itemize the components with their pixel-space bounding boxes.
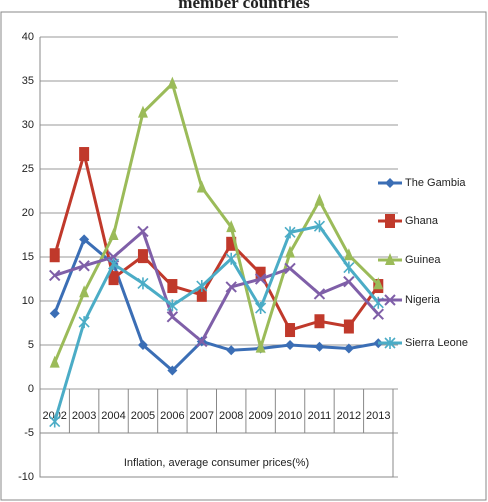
data-point	[343, 275, 355, 288]
legend-marker	[384, 337, 396, 349]
data-point	[79, 285, 90, 298]
data-point	[137, 277, 149, 290]
data-point	[225, 281, 237, 293]
data-point	[255, 266, 266, 281]
x-axis-label: Inflation, average consumer prices(%)	[124, 457, 309, 469]
data-point	[226, 345, 237, 356]
y-tick-label: 10	[22, 295, 34, 307]
y-tick-label: 30	[22, 119, 34, 131]
y-tick-label: 35	[22, 75, 34, 87]
legend-entry: Sierra Leone	[378, 337, 468, 349]
data-point	[255, 302, 267, 315]
legend-entry: Guinea	[378, 253, 441, 266]
y-tick-label: -5	[24, 427, 34, 439]
data-point	[314, 341, 325, 352]
data-point	[78, 260, 90, 272]
data-point	[285, 323, 296, 338]
data-point	[343, 319, 354, 334]
chart-frame	[0, 11, 487, 501]
data-point	[285, 245, 296, 258]
data-point	[196, 287, 207, 302]
data-point	[49, 415, 61, 428]
data-point	[49, 308, 60, 319]
x-label-box	[39, 432, 394, 478]
data-point	[285, 340, 296, 350]
data-point	[166, 299, 178, 312]
data-point	[79, 234, 90, 245]
y-tick-label: 5	[28, 339, 34, 351]
x-tick-label: 2010	[278, 410, 302, 422]
y-tick-label: 40	[22, 31, 34, 43]
data-point	[284, 262, 296, 275]
legend-marker	[385, 253, 395, 265]
series-line	[54, 228, 380, 344]
x-tick-label: 2012	[337, 410, 361, 422]
data-point	[78, 316, 90, 329]
x-tick-label: 2007	[190, 410, 214, 422]
data-point	[313, 288, 326, 300]
legend-marker	[384, 294, 396, 306]
x-tick-label: 2013	[366, 410, 390, 422]
data-point	[167, 279, 178, 294]
legend-label: Nigeria	[405, 294, 441, 306]
y-tick-label: 0	[28, 383, 34, 395]
data-point	[137, 105, 148, 118]
data-point	[137, 249, 148, 264]
data-point	[167, 76, 178, 89]
chart-title: member countries	[178, 0, 310, 12]
legend-marker	[385, 214, 395, 228]
data-point	[79, 147, 90, 162]
data-point	[314, 314, 325, 329]
data-point	[196, 280, 208, 293]
series-line	[53, 224, 380, 422]
data-point	[255, 340, 266, 353]
data-point	[226, 236, 237, 251]
data-point	[49, 248, 60, 263]
data-point	[373, 277, 384, 290]
legend-label: Sierra Leone	[405, 337, 468, 349]
x-tick-label: 2004	[101, 410, 125, 422]
y-tick-label: 15	[22, 251, 34, 263]
data-point	[137, 225, 149, 238]
y-tick-label: 20	[22, 207, 34, 219]
legend-marker	[385, 178, 395, 188]
data-point	[108, 271, 119, 286]
data-point	[167, 365, 178, 376]
x-tick-label: 2009	[248, 410, 272, 422]
data-point	[343, 261, 355, 274]
legend-label: The Gambia	[405, 177, 466, 189]
y-tick-label: 25	[22, 163, 34, 175]
data-point	[49, 269, 61, 282]
data-point	[107, 258, 120, 271]
data-point	[49, 355, 60, 368]
data-point	[196, 180, 207, 193]
data-point	[313, 220, 326, 233]
data-point	[314, 193, 325, 206]
data-point	[343, 248, 354, 261]
data-point	[108, 228, 119, 240]
data-point	[196, 335, 208, 348]
legend-entry: Ghana	[378, 214, 439, 228]
data-point	[226, 220, 237, 233]
series-line	[53, 80, 380, 364]
legend-label: Ghana	[405, 215, 439, 227]
x-tick-label: 2005	[131, 410, 155, 422]
data-point	[372, 308, 384, 320]
x-tick-label: 2003	[72, 410, 96, 422]
data-point	[254, 273, 267, 285]
y-tick-label: -10	[18, 471, 34, 483]
legend-entry: The Gambia	[378, 177, 466, 189]
x-tick-label: 2011	[308, 410, 332, 422]
x-tick-label: 2006	[160, 410, 184, 422]
legend-label: Guinea	[405, 254, 441, 266]
legend-entry: Nigeria	[378, 294, 441, 306]
x-tick-label: 2008	[219, 410, 243, 422]
data-point	[166, 311, 179, 323]
data-point	[343, 343, 354, 354]
data-point	[137, 340, 148, 350]
data-point	[284, 226, 296, 239]
data-point	[225, 252, 237, 265]
